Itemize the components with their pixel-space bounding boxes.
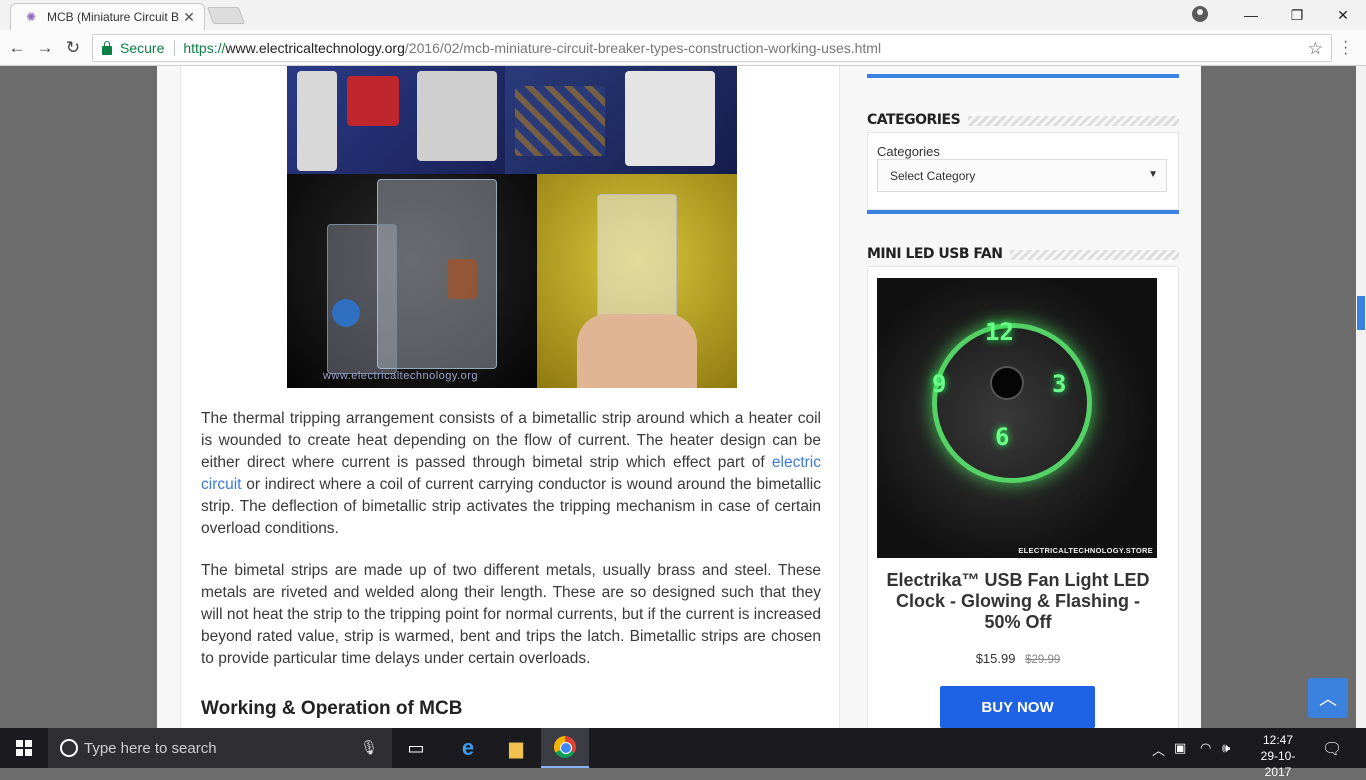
start-button[interactable] [0, 728, 48, 768]
buy-now-button[interactable]: BUY NOW [940, 686, 1095, 728]
page-scrollbar[interactable] [1356, 66, 1366, 728]
minimize-button[interactable]: — [1244, 7, 1258, 23]
fan-clock-number: 3 [1052, 370, 1067, 398]
photo-housing-right [625, 71, 715, 166]
article-body: www.electricaltechnology.org The thermal… [180, 66, 840, 728]
file-explorer-icon[interactable]: ▆ [509, 737, 523, 758]
tab-title: MCB (Miniature Circuit B [47, 10, 180, 24]
network-battery-icon[interactable]: ▣ [1174, 740, 1187, 755]
category-select[interactable]: Select Category ▼ [877, 159, 1167, 192]
reload-icon[interactable]: ↻ [65, 38, 81, 57]
bookmark-star-icon[interactable]: ☆ [1307, 39, 1323, 58]
photo-blue-knob [332, 299, 360, 327]
search-placeholder: Type here to search [84, 739, 217, 757]
clock-date: 29-10-2017 [1260, 749, 1296, 779]
fan-brand-watermark: ELECTRICALTECHNOLOGY.STORE [1018, 546, 1153, 555]
dropdown-arrow-icon: ▼ [1148, 169, 1158, 180]
scrollbar-thumb[interactable] [1357, 296, 1365, 330]
price-now: $15.99 [975, 651, 1016, 666]
widget-accent-bar [867, 74, 1179, 78]
photo-clear-mcb-2 [327, 224, 397, 374]
photo-loose-parts [515, 86, 605, 156]
photo-panel-hand-mcb [537, 174, 737, 388]
scroll-to-top-button[interactable]: ︿ [1308, 678, 1348, 718]
photo-clear-mcb [377, 179, 497, 369]
omnibox-divider [174, 40, 176, 56]
electric-circuit-link[interactable]: electric circuit [201, 454, 821, 493]
paragraph-bimetal-strips: The bimetal strips are made up of two di… [201, 562, 821, 667]
task-view-icon[interactable]: ▭ [407, 737, 425, 758]
categories-widget-title: CATEGORIES [867, 112, 969, 128]
photo-watermark: www.electricaltechnology.org [323, 370, 479, 382]
cortana-icon [60, 739, 78, 757]
usb-fan-product-image[interactable]: 12 9 3 6 ELECTRICALTECHNOLOGY.STORE [877, 278, 1157, 558]
mcb-construction-photo: www.electricaltechnology.org [287, 66, 737, 388]
url-host: www.electricaltechnology.org [225, 40, 405, 56]
back-arrow-icon[interactable]: ← [8, 38, 26, 57]
fan-clock-number: 6 [995, 423, 1010, 451]
show-hidden-icons-icon[interactable]: ︿ [1152, 743, 1166, 758]
fan-hub [990, 366, 1024, 400]
window-controls: — ❐ ✕ [1228, 0, 1366, 30]
chrome-logo-icon [554, 736, 576, 758]
browser-toolbar: ← → ↻ Secure https:// www.electricaltech… [0, 30, 1366, 66]
windows-logo-icon [16, 740, 32, 756]
section-heading-working: Working & Operation of MCB [201, 698, 463, 719]
photo-red-coil [347, 76, 399, 126]
tab-close-icon[interactable]: ✕ [183, 8, 195, 25]
new-tab-button[interactable] [206, 7, 246, 24]
chrome-taskbar-icon[interactable] [541, 728, 589, 768]
close-window-button[interactable]: ✕ [1337, 6, 1349, 23]
photo-hand [577, 314, 697, 388]
action-center-icon[interactable]: 🗨 [1322, 741, 1343, 758]
fan-clock-number: 12 [985, 318, 1014, 346]
fan-clock-number: 9 [932, 370, 947, 398]
wifi-icon[interactable]: ◠ [1200, 740, 1212, 755]
tab-strip: ✺ MCB (Miniature Circuit B ✕ — ❐ ✕ [0, 0, 1366, 30]
product-price: $15.99 $29.99 [867, 651, 1169, 666]
photo-panel-parts [505, 66, 737, 174]
lock-icon [102, 40, 112, 55]
paragraph-thermal-tripping: The thermal tripping arrangement consist… [201, 408, 821, 540]
sidebar: CATEGORIES Categories Select Category ▼ … [867, 66, 1179, 728]
profile-icon[interactable] [1192, 6, 1208, 22]
taskbar-search-box[interactable]: Type here to search 🎙 [48, 728, 392, 768]
photo-housing-mid [417, 71, 497, 161]
microphone-icon[interactable]: 🎙 [360, 739, 378, 755]
photo-housing-left [297, 71, 337, 171]
windows-taskbar: Type here to search 🎙 ▭ e ▆ ︿ ▣ ◠ 🕪 12:4… [0, 728, 1366, 779]
url-protocol: https:// [183, 40, 226, 56]
widget-accent-bar [867, 210, 1179, 214]
title-hatch [867, 250, 1179, 260]
paragraph-text: or indirect where a coil of current carr… [201, 476, 821, 537]
browser-tab[interactable]: ✺ MCB (Miniature Circuit B ✕ [10, 3, 205, 30]
secure-label: Secure [120, 40, 165, 56]
address-bar[interactable]: Secure https:// www.electricaltechnology… [92, 34, 1332, 62]
volume-icon[interactable]: 🕪 [1222, 740, 1231, 755]
product-title[interactable]: Electrika™ USB Fan Light LED Clock - Glo… [886, 570, 1150, 632]
clock-time: 12:47 [1262, 733, 1294, 747]
photo-panel-transparent-mcb [287, 174, 537, 388]
web-page: www.electricaltechnology.org The thermal… [157, 66, 1201, 728]
browser-menu-icon[interactable]: · · · [1343, 33, 1349, 62]
fan-widget-title: MINI LED USB FAN [867, 246, 1011, 262]
title-hatch [867, 116, 1179, 126]
site-favicon-icon: ✺ [25, 10, 37, 24]
url-path: /2016/02/mcb-miniature-circuit-breaker-t… [404, 40, 882, 56]
price-old: $29.99 [1025, 654, 1061, 666]
category-select-value: Select Category [890, 168, 976, 183]
taskbar-clock[interactable]: 12:47 29-10-2017 [1248, 732, 1308, 780]
photo-panel-mcb-top [287, 66, 505, 174]
photo-copper-coil [447, 259, 477, 299]
forward-arrow-icon[interactable]: → [36, 38, 54, 57]
chevron-up-icon: ︿ [1319, 689, 1337, 709]
fan-led-ring [932, 323, 1092, 483]
edge-browser-icon[interactable]: e [461, 735, 475, 760]
paragraph-text: The thermal tripping arrangement consist… [201, 410, 821, 471]
maximize-button[interactable]: ❐ [1290, 6, 1304, 23]
categories-label: Categories [877, 144, 940, 159]
